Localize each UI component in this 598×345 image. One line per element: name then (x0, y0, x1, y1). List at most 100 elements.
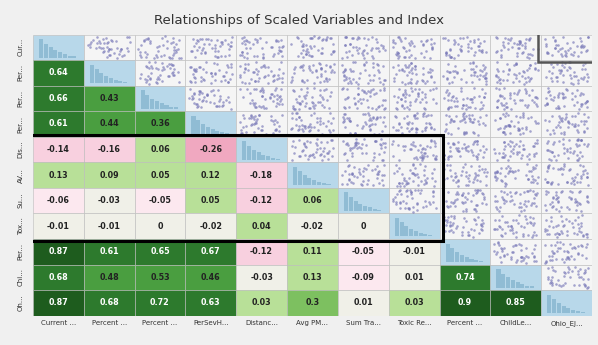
Point (500, 180, 509, 185)
Point (306, 139, 315, 145)
Point (567, 189, 576, 195)
Point (352, 105, 362, 111)
Point (582, 114, 592, 120)
Point (477, 105, 487, 110)
Point (319, 96, 328, 101)
Point (446, 116, 456, 121)
Point (499, 245, 508, 250)
Point (263, 81, 273, 86)
Point (512, 72, 521, 78)
Bar (520, 284, 524, 287)
Point (324, 76, 334, 82)
Point (95, 40, 105, 46)
Point (216, 39, 226, 45)
Point (450, 39, 459, 45)
Point (297, 43, 307, 49)
Point (220, 77, 230, 82)
Point (559, 131, 569, 137)
Point (456, 43, 466, 49)
Point (572, 157, 582, 163)
Point (523, 221, 532, 226)
Point (240, 61, 250, 67)
Point (558, 94, 568, 100)
Point (393, 56, 402, 61)
Point (561, 216, 570, 221)
Point (325, 35, 334, 40)
Point (344, 171, 354, 176)
Point (297, 117, 306, 123)
Point (497, 226, 507, 232)
Point (551, 157, 561, 163)
Point (446, 174, 456, 179)
Point (344, 117, 353, 122)
Point (239, 124, 248, 129)
Point (208, 45, 217, 51)
Point (310, 124, 319, 130)
Bar (252, 150, 256, 160)
Point (399, 105, 409, 111)
Bar (84, 214, 135, 239)
Point (353, 91, 363, 97)
Point (374, 151, 383, 157)
Point (266, 113, 276, 118)
Point (516, 155, 526, 160)
Point (551, 256, 561, 262)
Point (465, 60, 475, 66)
Point (377, 157, 387, 162)
Point (313, 146, 322, 151)
Point (327, 153, 337, 159)
Point (472, 141, 482, 147)
Point (501, 219, 510, 225)
Point (573, 283, 583, 288)
Point (498, 150, 508, 155)
Point (512, 150, 521, 155)
Text: Oh...: Oh... (18, 295, 24, 311)
Bar (236, 86, 287, 111)
Point (84, 42, 93, 48)
Point (359, 47, 369, 53)
Point (428, 86, 438, 92)
Point (235, 52, 245, 58)
Point (516, 242, 526, 248)
Point (136, 71, 145, 76)
Point (257, 93, 267, 99)
Point (286, 41, 295, 47)
Point (344, 176, 353, 181)
Point (258, 87, 268, 92)
Point (359, 55, 369, 61)
Point (418, 78, 428, 84)
Point (569, 230, 579, 236)
Text: -0.09: -0.09 (352, 273, 375, 282)
Point (404, 180, 413, 186)
Point (556, 189, 566, 195)
Point (340, 106, 350, 111)
Bar (353, 201, 358, 211)
Point (566, 195, 576, 201)
Point (460, 102, 470, 107)
Point (388, 44, 397, 50)
Point (504, 40, 513, 46)
Point (574, 200, 584, 205)
Point (425, 145, 435, 150)
Point (452, 98, 462, 104)
Point (359, 61, 369, 67)
Point (577, 153, 587, 158)
Point (570, 200, 579, 205)
Point (266, 91, 276, 96)
Point (509, 201, 519, 206)
Point (313, 99, 323, 105)
Point (194, 104, 203, 109)
Point (227, 34, 237, 39)
Point (496, 204, 505, 209)
Point (245, 39, 254, 45)
Point (443, 76, 452, 82)
Point (555, 71, 565, 76)
Point (548, 203, 557, 209)
Point (428, 199, 438, 205)
Point (373, 105, 383, 110)
Point (274, 101, 284, 107)
Point (200, 42, 209, 47)
Point (492, 104, 502, 110)
Point (461, 208, 471, 214)
Bar (389, 188, 440, 214)
